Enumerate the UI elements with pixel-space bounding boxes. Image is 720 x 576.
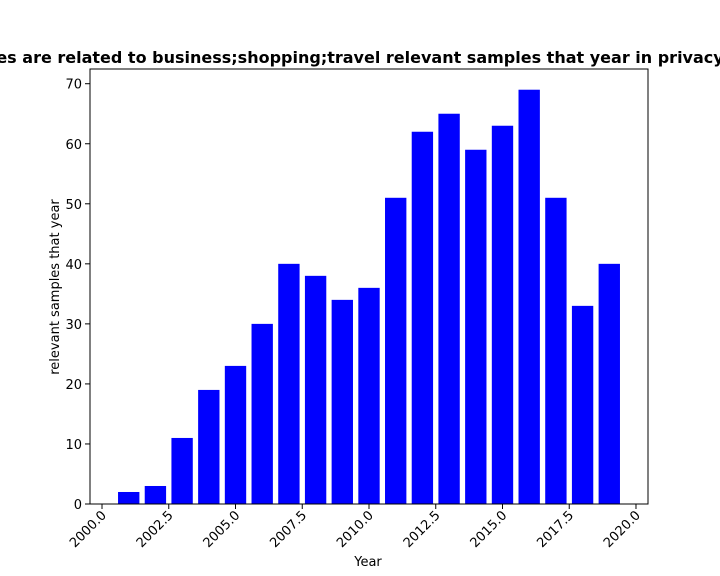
bar-2011 [385,197,407,504]
bar-2019 [598,263,620,504]
bar-2004 [198,389,220,504]
bar-2012 [411,131,434,504]
x-axis-ticks: 2000.0 2002.5 2005.0 2007.5 2010.0 2012.5 2015… [67,504,644,551]
y-tick-label: 60 [65,138,82,153]
y-tick-label: 30 [65,318,82,333]
bar-2016 [518,89,540,504]
chart-title: es are related to business;shopping;trav… [0,48,720,67]
y-axis-label: relevant samples that year [48,199,63,375]
x-tick-label: 2017.5 [534,508,577,551]
x-tick-label: 2012.5 [401,508,444,551]
x-tick-label: 2000.0 [67,508,110,551]
x-tick-label: 2002.5 [134,508,177,551]
bar-2001 [118,491,140,504]
x-tick-label: 2007.5 [267,508,310,551]
bar-2014 [465,149,487,505]
bar-2013 [438,113,460,505]
x-tick-label: 2005.0 [201,508,244,551]
bar-2010 [358,287,380,504]
y-tick-label: 40 [65,258,82,273]
bar-2015 [491,125,514,504]
bar-2002 [144,485,167,504]
x-tick-label: 2020.0 [601,508,644,551]
bars-group [118,89,620,505]
x-axis-label: Year [353,555,382,570]
y-tick-label: 0 [74,498,82,513]
y-tick-label: 50 [65,198,82,213]
y-axis-ticks: 0 10 20 30 40 50 60 70 [65,78,90,513]
plot-frame [89,68,649,505]
bar-2017 [545,197,567,504]
x-tick-label: 2010.0 [334,508,377,551]
x-tick-label: 2015.0 [468,508,511,551]
bar-2018 [571,305,594,504]
y-tick-label: 10 [65,438,82,453]
bar-2007 [278,263,300,504]
y-tick-label: 70 [65,78,82,93]
bar-2006 [251,323,273,504]
bar-2009 [331,299,353,504]
y-tick-label: 20 [65,378,82,393]
bar-2003 [171,437,193,504]
bar-2008 [304,275,327,504]
bar-2005 [224,365,247,504]
